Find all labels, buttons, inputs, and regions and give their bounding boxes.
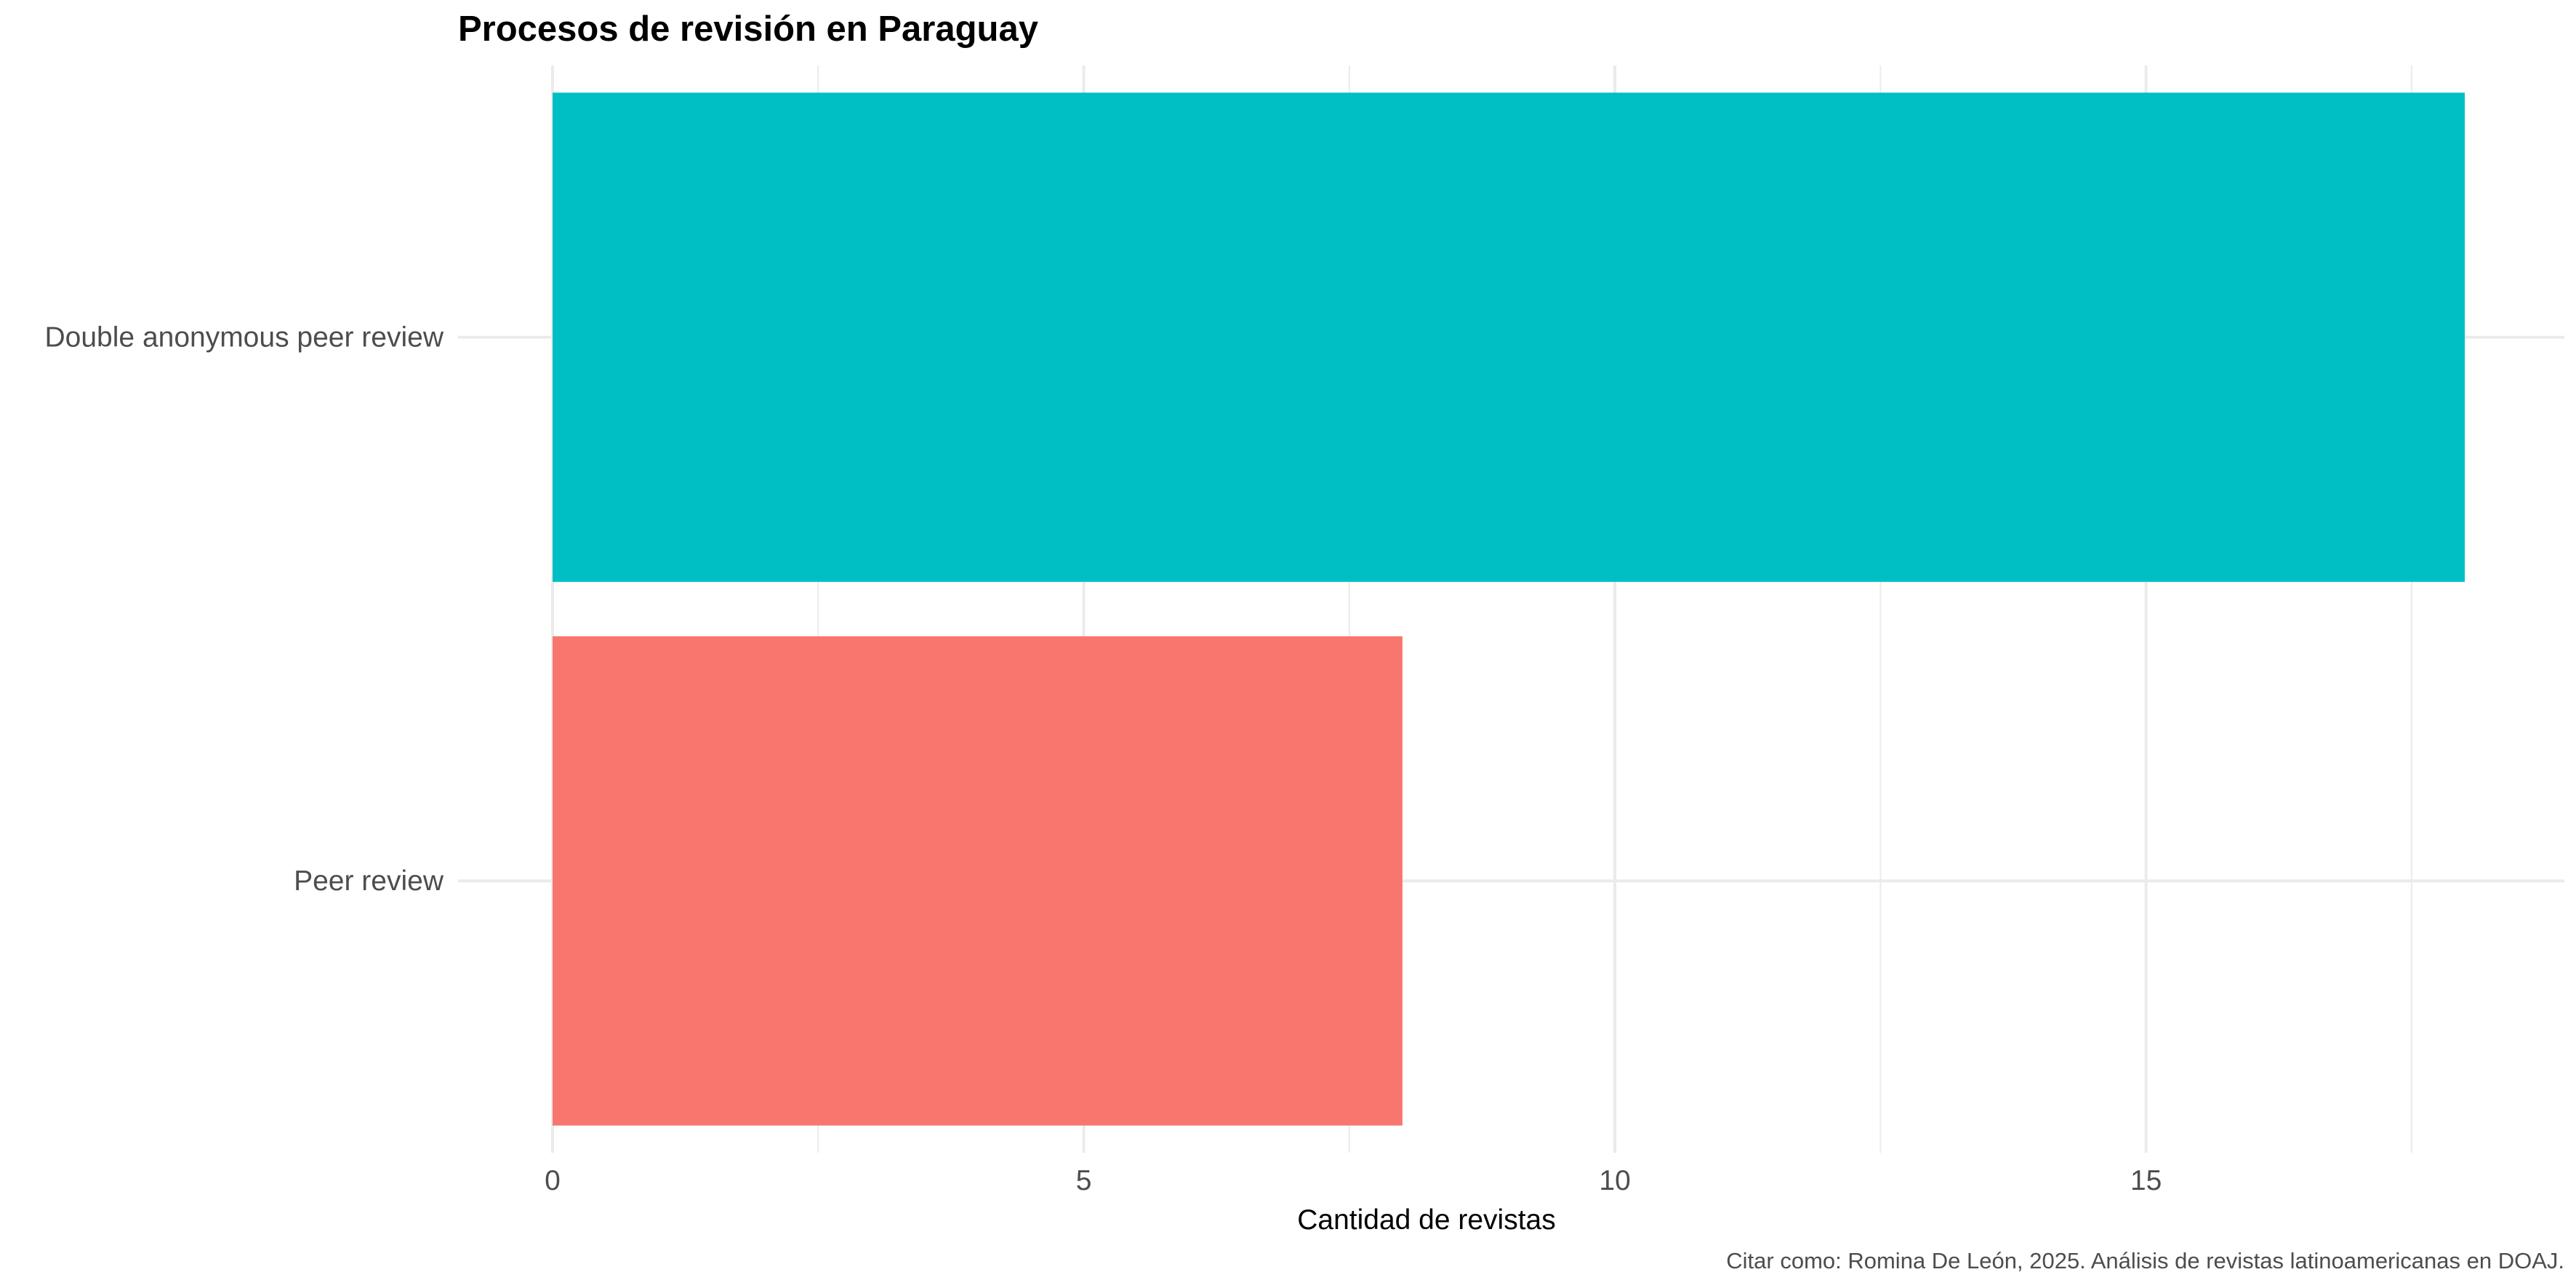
- bar-double-anonymous-peer-review: [553, 92, 2465, 583]
- bars: [553, 92, 2465, 1126]
- category-label-double-anonymous-peer-review: Double anonymous peer review: [45, 321, 444, 353]
- x-tick-labels: 0 5 10 15: [545, 1165, 2162, 1196]
- chart-title: Procesos de revisión en Paraguay: [458, 9, 1038, 49]
- x-tick-label-5: 5: [1076, 1165, 1092, 1196]
- bar-peer-review: [553, 636, 1403, 1126]
- category-labels: Double anonymous peer review Peer review: [45, 321, 444, 897]
- x-tick-label-15: 15: [2130, 1165, 2162, 1196]
- x-axis-title: Cantidad de revistas: [1297, 1204, 1556, 1236]
- x-tick-label-10: 10: [1599, 1165, 1630, 1196]
- category-label-peer-review: Peer review: [294, 865, 444, 897]
- chart-caption: Citar como: Romina De León, 2025. Anális…: [1726, 1248, 2564, 1273]
- x-tick-label-0: 0: [545, 1165, 561, 1196]
